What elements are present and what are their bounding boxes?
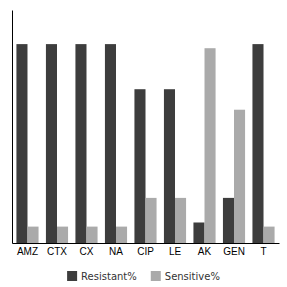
x-tick: T: [260, 246, 266, 257]
chart-svg: AMZ CTX CX NA CIP LE AK GEN T Resistant% Sensitive…: [0, 0, 287, 287]
x-tick-label: CTX: [47, 246, 67, 257]
bar-series: [16, 44, 263, 243]
bar: [223, 198, 234, 243]
bar: [27, 227, 38, 243]
x-tick-label: CIP: [137, 246, 154, 257]
x-axis: AMZ CTX CX NA CIP LE AK GEN T: [13, 244, 280, 258]
y-axis: [12, 11, 13, 244]
y-axis-line: [12, 11, 13, 244]
x-tick-label: GEN: [223, 246, 245, 257]
legend: Resistant% Sensitive%: [67, 271, 220, 282]
x-tick: LE: [169, 246, 182, 257]
x-tick-label: T: [260, 246, 266, 257]
x-tick: GEN: [223, 246, 245, 257]
bar: [146, 198, 157, 243]
x-tick-label: AMZ: [17, 246, 38, 257]
legend-label: Resistant%: [81, 271, 137, 282]
legend-swatch: [67, 271, 77, 281]
x-tick-label: LE: [169, 246, 182, 257]
bar: [175, 198, 186, 243]
x-tick: CTX: [47, 246, 67, 257]
x-axis-line: [13, 243, 280, 244]
bar: [164, 89, 175, 243]
x-tick-label: CX: [80, 246, 94, 257]
x-tick: NA: [109, 246, 123, 257]
x-tick: CIP: [137, 246, 154, 257]
x-tick: CX: [80, 246, 94, 257]
bar: [205, 48, 216, 243]
x-tick-label: NA: [109, 246, 123, 257]
bar: [86, 227, 97, 243]
bar: [252, 44, 263, 243]
legend-item: Resistant%: [67, 271, 137, 282]
bars: [16, 44, 274, 243]
bar: [193, 222, 204, 243]
legend-label: Sensitive%: [165, 271, 220, 282]
bar-series: [27, 48, 274, 243]
bar: [46, 44, 57, 243]
bar: [234, 110, 245, 243]
legend-swatch: [151, 271, 161, 281]
bar: [57, 227, 68, 243]
plot: AMZ CTX CX NA CIP LE AK GEN T: [13, 11, 280, 258]
x-tick: AMZ: [17, 246, 38, 257]
bar: [105, 44, 116, 243]
x-tick: AK: [198, 246, 212, 257]
x-tick-label: AK: [198, 246, 212, 257]
bar: [264, 227, 275, 243]
legend-item: Sensitive%: [151, 271, 220, 282]
bar: [116, 227, 127, 243]
bar: [75, 44, 86, 243]
bar: [16, 44, 27, 243]
bar: [134, 89, 145, 243]
